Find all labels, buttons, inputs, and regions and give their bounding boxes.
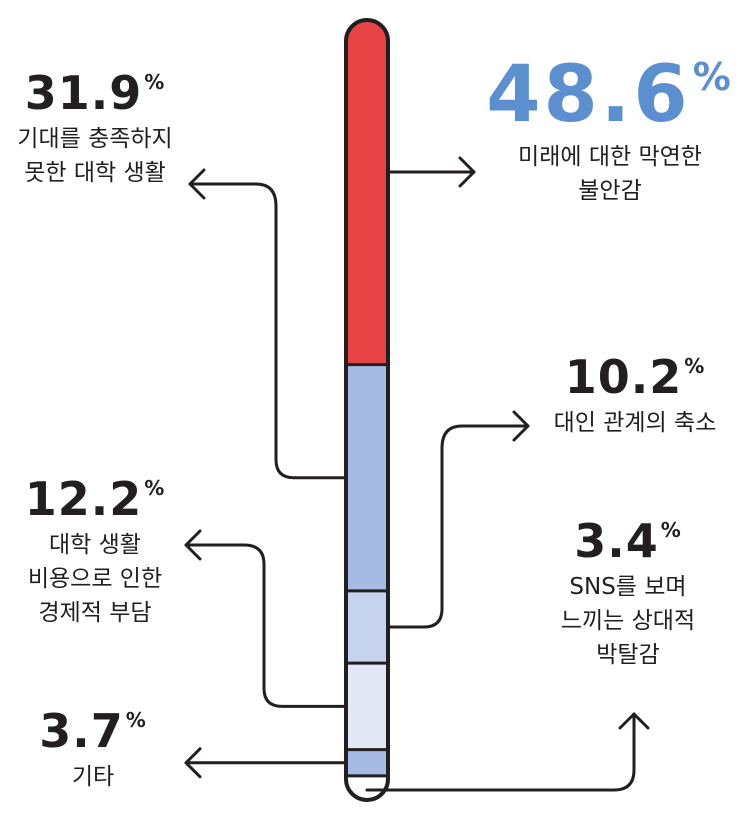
label-other: 3.7% 기타	[8, 708, 178, 794]
category-label-future-anxiety: 미래에 대한 막연한 불안감	[518, 144, 702, 204]
leader-other	[184, 747, 348, 779]
category-label-sns-deprivation: SNS를 보며 느끼는 상대적 박탈감	[560, 574, 696, 668]
bar-outline	[344, 18, 390, 802]
value-label-college-life: 31.9%	[24, 66, 166, 120]
category-label-college-life: 기대를 충족하지 못한 대학 생활	[17, 126, 173, 186]
bar-segment-economic-burden	[346, 663, 388, 750]
leader-sns-deprivation	[365, 712, 650, 792]
leader-relationships	[386, 410, 530, 629]
label-economic-burden: 12.2% 대학 생활 비용으로 인한 경제적 부담	[0, 476, 190, 630]
value-label-economic-burden: 12.2%	[24, 472, 166, 526]
bar-segment-relationships	[346, 590, 388, 664]
category-label-economic-burden: 대학 생활 비용으로 인한 경제적 부담	[27, 532, 163, 626]
bar-segment-college-life	[346, 364, 388, 591]
value-label-relationships: 10.2%	[564, 350, 706, 404]
leader-economic-burden	[184, 529, 348, 708]
label-relationships: 10.2% 대인 관계의 축소	[535, 354, 735, 440]
bar-segment-other	[346, 749, 388, 776]
label-sns-deprivation: 3.4% SNS를 보며 느끼는 상대적 박탈감	[538, 518, 718, 672]
bar-segment-future-anxiety	[346, 20, 388, 365]
label-future-anxiety: 48.6% 미래에 대한 막연한 불안감	[480, 56, 740, 208]
leader-college-life	[188, 168, 348, 480]
label-college-life: 31.9% 기대를 충족하지 못한 대학 생활	[0, 70, 190, 190]
value-label-future-anxiety: 48.6%	[486, 50, 734, 140]
value-label-other: 3.7%	[39, 704, 147, 758]
category-label-other: 기타	[71, 764, 115, 790]
leader-future-anxiety	[386, 156, 476, 188]
category-label-relationships: 대인 관계의 축소	[553, 410, 717, 436]
value-label-sns-deprivation: 3.4%	[574, 514, 682, 568]
